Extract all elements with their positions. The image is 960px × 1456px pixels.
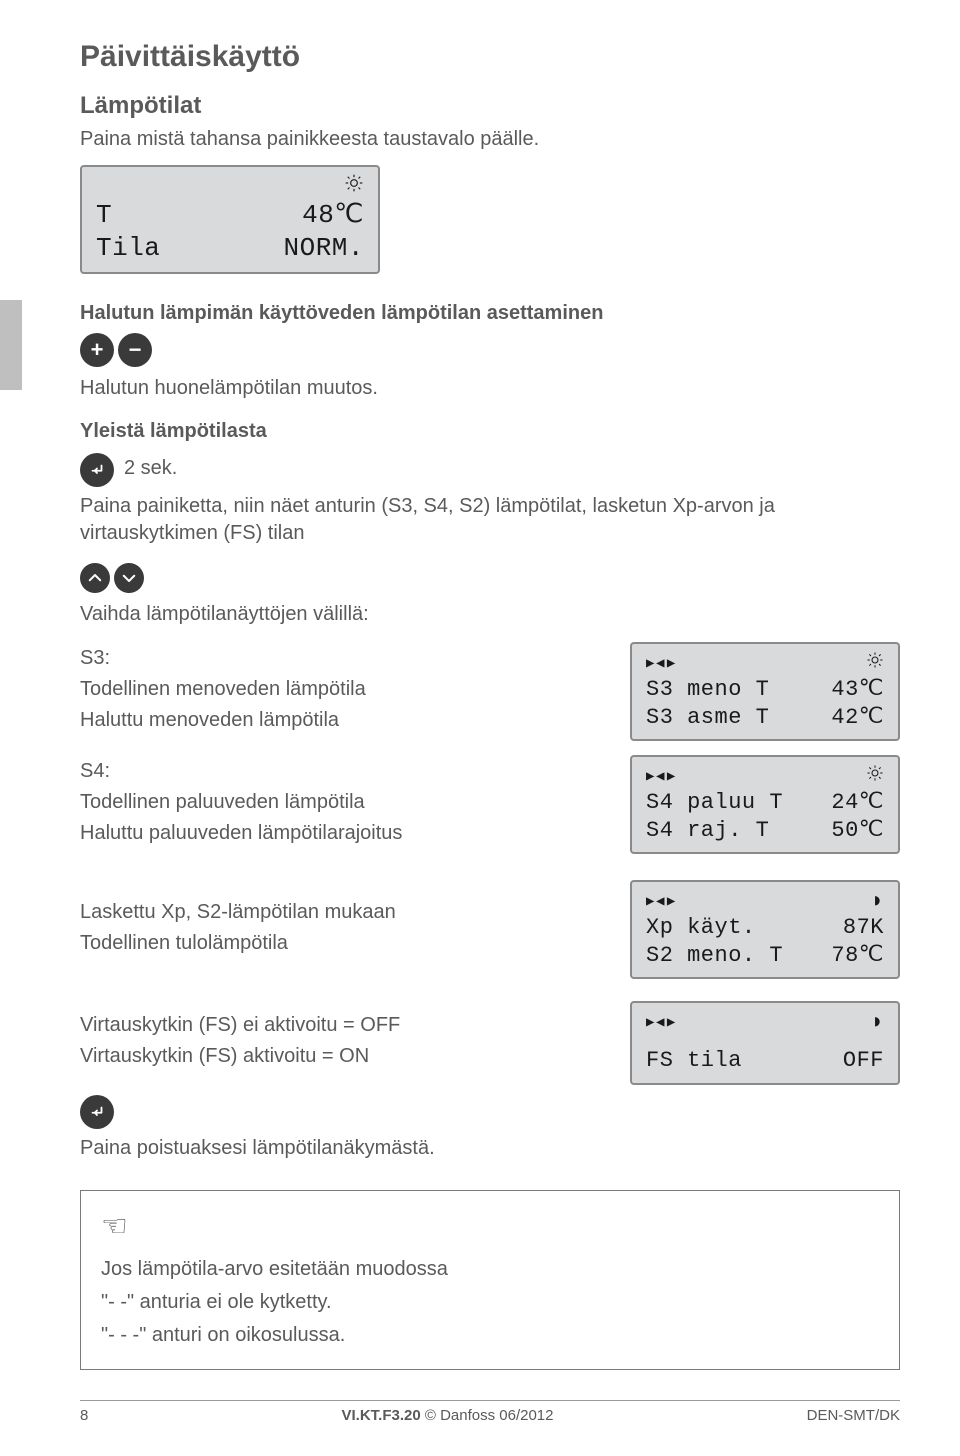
- heading-general: Yleistä lämpötilasta: [80, 420, 900, 443]
- lcd-s3-l2a: S3 asme T: [646, 704, 769, 732]
- note-l1: Jos lämpötila-arvo esitetään muodossa: [101, 1256, 879, 1283]
- moon-icon: ◗: [871, 889, 884, 914]
- enter-button-exit[interactable]: [80, 1095, 114, 1129]
- valve-icon: ▶▶▶: [646, 893, 675, 910]
- lcd-fs-l1a: FS tila: [646, 1047, 742, 1075]
- page-footer: 8 VI.KT.F3.20 © Danfoss 06/2012 DEN-SMT/…: [80, 1400, 900, 1424]
- lcd-s3-l1a: S3 meno T: [646, 676, 769, 704]
- enter-button[interactable]: [80, 453, 114, 487]
- sun-icon: [344, 173, 364, 200]
- lcd-s4-l1b: 24℃: [831, 789, 884, 817]
- lcd-s3-l1b: 43℃: [831, 676, 884, 704]
- note-l3: "- - -" anturi on oikosulussa.: [101, 1322, 879, 1349]
- lcd-xp-l2a: S2 meno. T: [646, 942, 783, 970]
- sun-icon: [866, 764, 884, 789]
- page-title: Päivittäiskäyttö: [80, 40, 900, 74]
- xp-line-a: Laskettu Xp, S2-lämpötilan mukaan: [80, 899, 600, 926]
- footer-copyright: © Danfoss 06/2012: [425, 1407, 554, 1424]
- fs-line-b: Virtauskytkin (FS) aktivoitu = ON: [80, 1043, 600, 1070]
- sun-icon: [866, 651, 884, 676]
- note-box: ☞ Jos lämpötila-arvo esitetään muodossa …: [80, 1190, 900, 1370]
- footer-right: DEN-SMT/DK: [807, 1407, 900, 1424]
- heading-set-temp: Halutun lämpimän käyttöveden lämpötilan …: [80, 302, 900, 325]
- s3-label: S3:: [80, 645, 600, 672]
- exit-text: Paina poistuaksesi lämpötilanäkymästä.: [80, 1135, 900, 1162]
- moon-icon: ◗: [871, 1010, 884, 1035]
- lcd-s4-l2a: S4 raj. T: [646, 817, 769, 845]
- lcd-main-l1b: 48℃: [302, 199, 364, 232]
- lcd-xp-l2b: 78℃: [831, 942, 884, 970]
- s3-line-b: Haluttu menoveden lämpötila: [80, 707, 600, 734]
- lcd-s4: ▶▶▶ S4 paluu T 24℃ S4 raj. T 50℃: [630, 755, 900, 854]
- lcd-fs: ▶▶▶ ◗ FS tila OFF: [630, 1001, 900, 1085]
- two-sec-text: 2 sek.: [124, 455, 177, 482]
- lcd-s3-l2b: 42℃: [831, 704, 884, 732]
- fs-line-a: Virtauskytkin (FS) ei aktivoitu = OFF: [80, 1012, 600, 1039]
- lcd-xp-l1b: 87K: [843, 914, 884, 942]
- set-temp-text: Halutun huonelämpötilan muutos.: [80, 375, 900, 402]
- s4-label: S4:: [80, 758, 600, 785]
- lcd-fs-l1b: OFF: [843, 1047, 884, 1075]
- lcd-s3: ▶▶▶ S3 meno T 43℃ S3 asme T 42℃: [630, 642, 900, 741]
- footer-page: 8: [80, 1407, 88, 1424]
- up-button[interactable]: [80, 563, 110, 593]
- lcd-main-l1a: T: [96, 199, 112, 232]
- lcd-main: T 48℃ Tila NORM.: [80, 165, 380, 274]
- down-button[interactable]: [114, 563, 144, 593]
- lcd-main-l2a: Tila: [96, 232, 160, 265]
- section-temperatures: Lämpötilat: [80, 92, 900, 120]
- valve-icon: ▶▶▶: [646, 768, 675, 785]
- lcd-s4-l1a: S4 paluu T: [646, 789, 783, 817]
- s4-line-b: Haluttu paluuveden lämpötilarajoitus: [80, 820, 600, 847]
- lcd-main-l2b: NORM.: [283, 232, 364, 265]
- switch-text: Vaihda lämpötilanäyttöjen välillä:: [80, 601, 900, 628]
- hand-icon: ☞: [101, 1209, 128, 1244]
- plus-minus-buttons: + −: [80, 333, 900, 367]
- footer-code: VI.KT.F3.20: [341, 1407, 420, 1424]
- xp-line-b: Todellinen tulolämpötila: [80, 930, 600, 957]
- valve-icon: ▶▶▶: [646, 655, 675, 672]
- intro-text: Paina mistä tahansa painikkeesta taustav…: [80, 126, 900, 153]
- lcd-xp: ▶▶▶ ◗ Xp käyt. 87K S2 meno. T 78℃: [630, 880, 900, 979]
- valve-icon: ▶▶▶: [646, 1014, 675, 1031]
- lcd-xp-l1a: Xp käyt.: [646, 914, 756, 942]
- s4-line-a: Todellinen paluuveden lämpötila: [80, 789, 600, 816]
- lcd-s4-l2b: 50℃: [831, 817, 884, 845]
- minus-button[interactable]: −: [118, 333, 152, 367]
- press-text: Paina painiketta, niin näet anturin (S3,…: [80, 493, 900, 547]
- s3-line-a: Todellinen menoveden lämpötila: [80, 676, 600, 703]
- plus-button[interactable]: +: [80, 333, 114, 367]
- page-side-tab: [0, 300, 22, 390]
- note-l2: "- -" anturia ei ole kytketty.: [101, 1289, 879, 1316]
